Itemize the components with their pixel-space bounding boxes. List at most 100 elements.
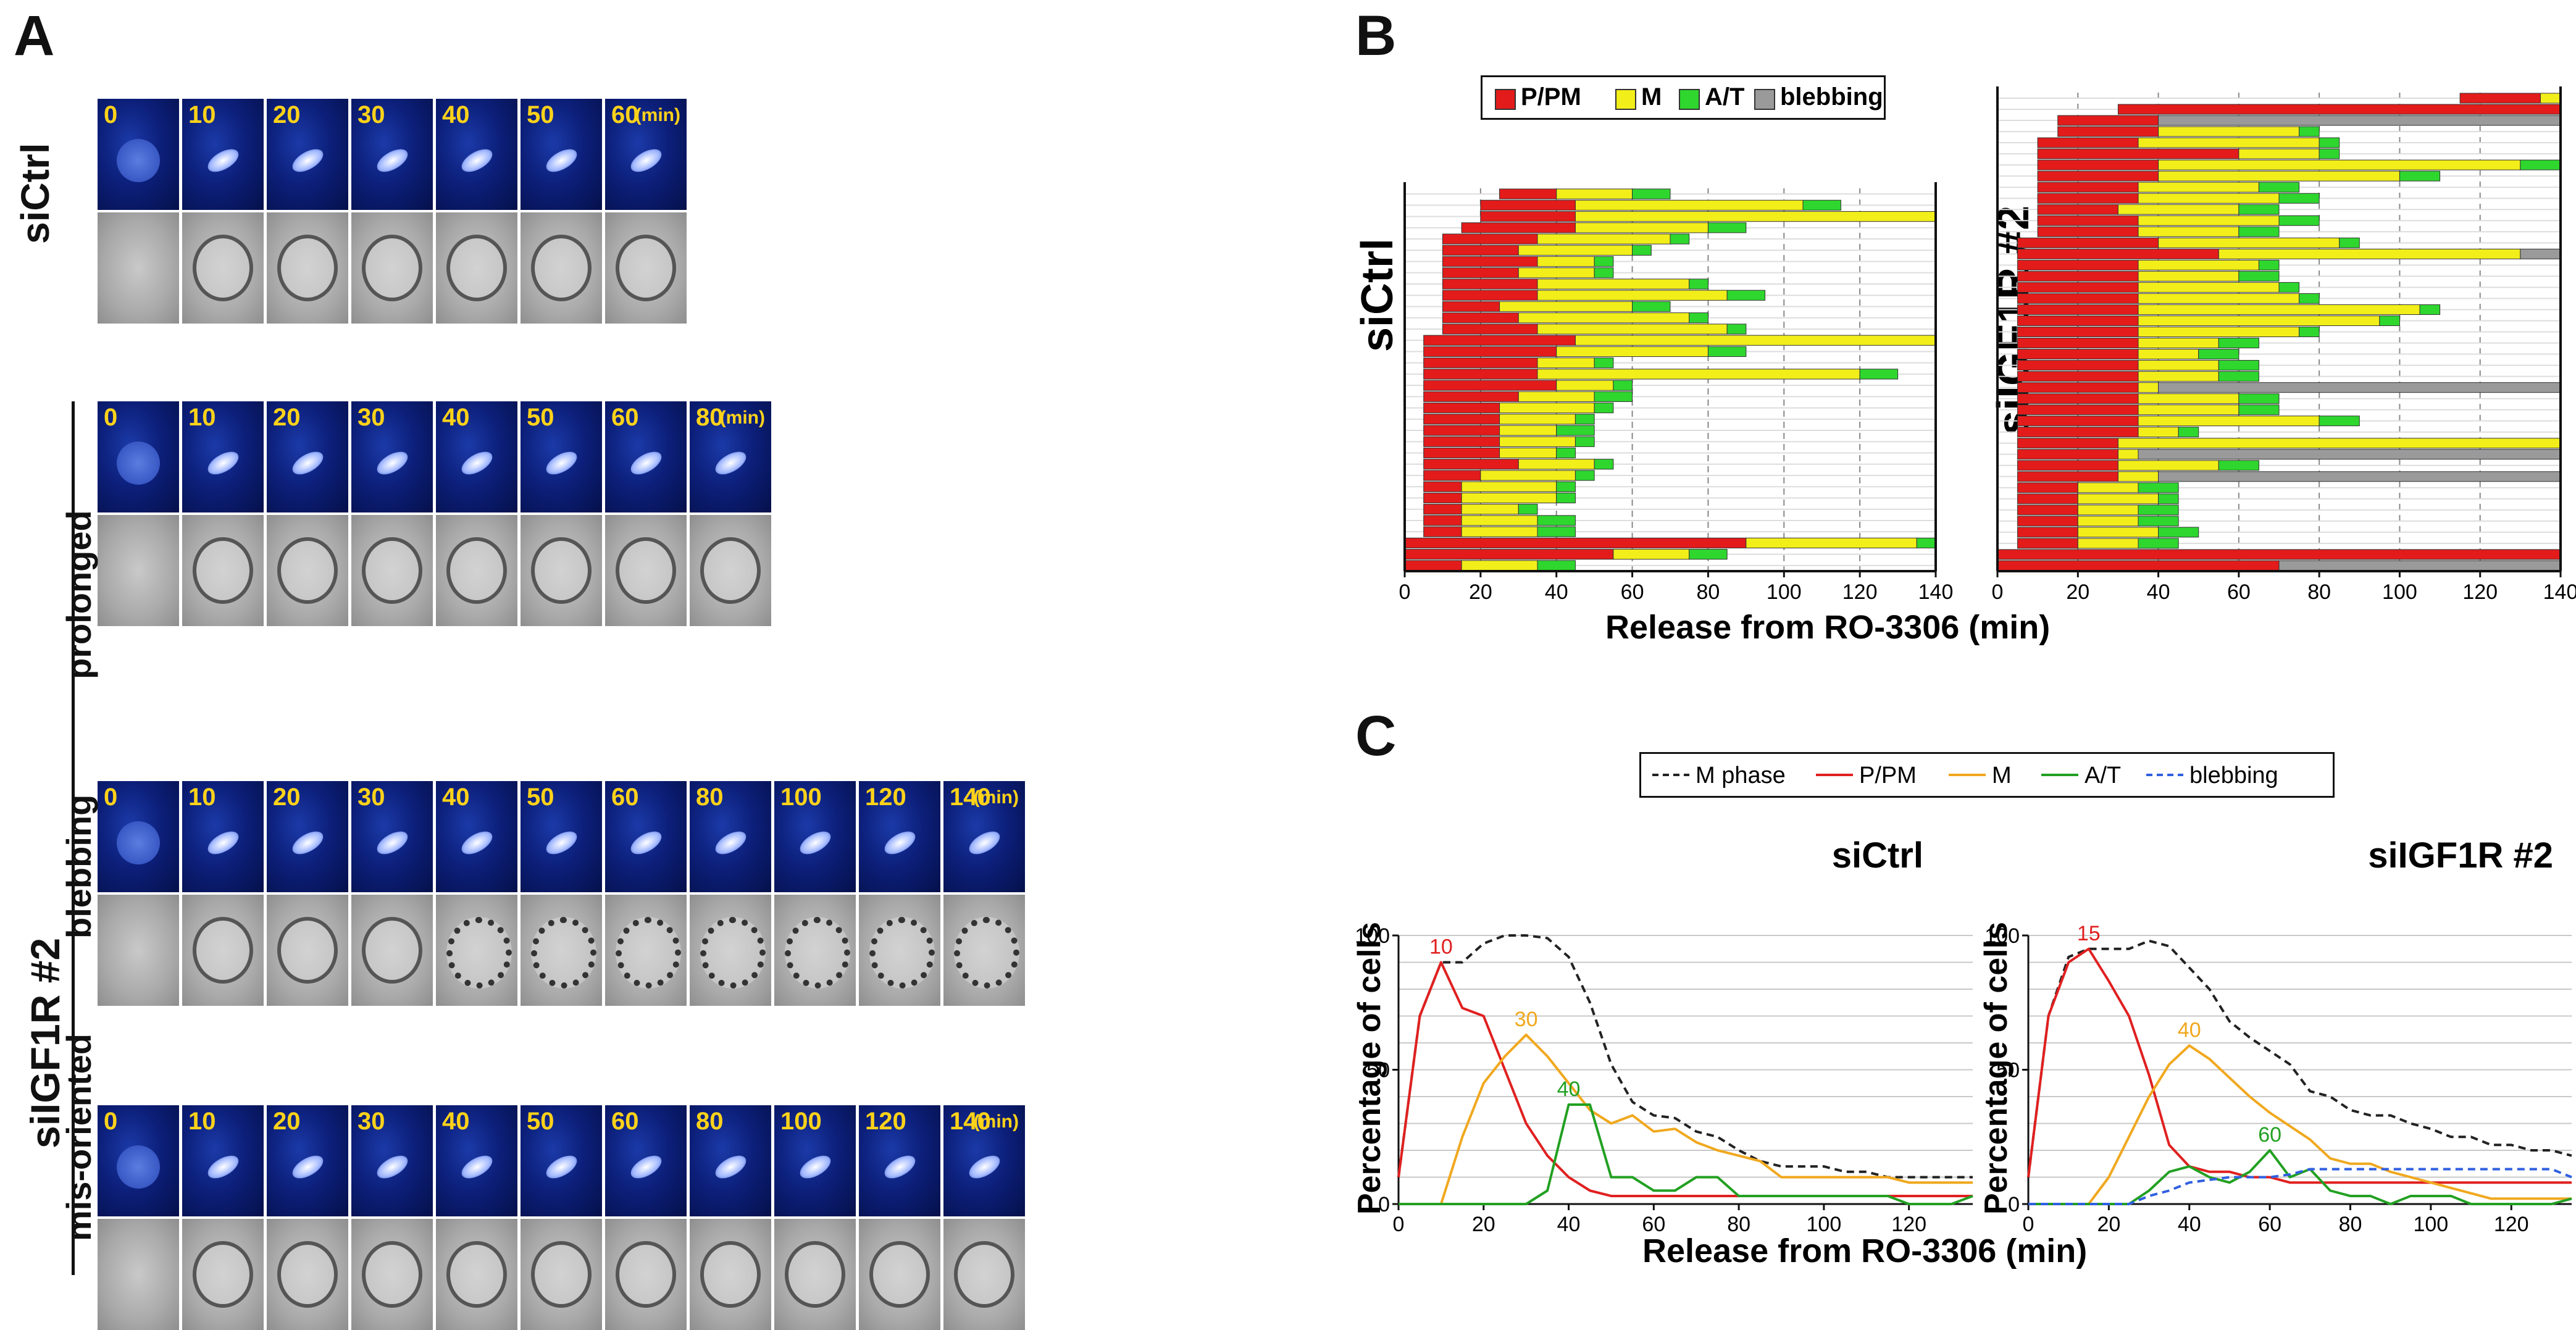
x-tick-label: 0 [1992, 580, 2004, 604]
bar-at [2178, 427, 2199, 438]
brightfield-frame [98, 515, 179, 626]
bar-ppm [2017, 315, 2139, 326]
x-tick-label: 80 [2307, 580, 2331, 604]
frame-unit-label: (min) [973, 787, 1019, 808]
fluorescence-frame: 50 [521, 401, 602, 512]
c1-ylabel: Percentage of cells [1355, 922, 1387, 1215]
cell-outline [616, 537, 676, 604]
legend-text-at: A/T [2085, 763, 2121, 788]
nucleus-blob [458, 144, 496, 177]
bar-ppm [2017, 427, 2139, 438]
bar-at [2520, 159, 2561, 170]
bar-m [1518, 459, 1595, 470]
bar-ppm [1423, 459, 1519, 470]
bar-ppm [2017, 326, 2139, 338]
cell-outline [954, 917, 1019, 989]
fluorescence-frame: 30 [351, 1105, 433, 1216]
nucleus-blob [796, 1151, 834, 1183]
bar-ppm [2017, 404, 2139, 416]
brightfield-frame [943, 1219, 1025, 1330]
bar-m [2077, 504, 2139, 516]
bar-m [1518, 267, 1595, 278]
brightfield-frame [690, 515, 771, 626]
fluorescence-frame: 50 [521, 99, 602, 210]
nucleus-blob [109, 1137, 168, 1197]
legend-text-mphase: M phase [1696, 763, 1786, 788]
cell-outline [362, 917, 422, 984]
legend-swatch-ppm [1495, 89, 1516, 110]
nucleus-blob [627, 827, 665, 859]
bar-ppm [2017, 371, 2139, 382]
fluorescence-frame: 100 [774, 781, 856, 892]
bar-ppm [1997, 560, 2280, 571]
fluorescence-frame: 20 [267, 1105, 348, 1216]
bar-at [2138, 516, 2179, 527]
brightfield-frame [182, 212, 264, 324]
series-line-a-t [1399, 1103, 1973, 1205]
nucleus-blob [109, 813, 168, 872]
bar-ppm [2017, 516, 2078, 527]
bar-at [2258, 259, 2280, 270]
bar-ppm [2017, 360, 2139, 371]
bar-ppm [1423, 515, 1462, 526]
fluorescence-frame: 50 [521, 1105, 602, 1216]
frame-unit-label: (min) [973, 1111, 1019, 1132]
brightfield-frame [605, 212, 687, 324]
bar-ppm [2017, 270, 2139, 282]
bar-m [1518, 391, 1595, 402]
nucleus-blob [711, 827, 750, 859]
bar-m [1461, 526, 1538, 537]
frame-time-label: 0 [104, 404, 118, 431]
cell-outline [616, 1241, 676, 1308]
cell-outline [700, 917, 766, 989]
bar-at [2238, 226, 2280, 237]
legend-label-m: M [1641, 83, 1662, 111]
bar-ppm [2017, 393, 2139, 404]
bar-ppm [2017, 338, 2139, 349]
bar-m [1537, 324, 1728, 335]
brightfield-frame [521, 895, 602, 1006]
bar-ppm [2017, 304, 2139, 315]
nucleus-blob [458, 827, 496, 859]
x-tick-label: 20 [1472, 1213, 1495, 1235]
frame-time-label: 0 [104, 1108, 118, 1135]
nucleus-blob [542, 144, 580, 177]
y-tick-label: 50 [1996, 1059, 2020, 1082]
bar-at [2319, 416, 2360, 427]
bar-m [2077, 482, 2139, 493]
bar-m [1537, 233, 1671, 245]
timeline-chart-siigf1r: siIGF1R #2 0 20 40 60 80 100 120 140 [1989, 86, 2576, 604]
bar-m [2138, 427, 2179, 438]
c2-ylabel: Percentage of cells [1979, 922, 2014, 1215]
bar-ppm [1423, 380, 1557, 391]
bar-ppm [2037, 148, 2239, 159]
bar-ppm [1423, 346, 1557, 358]
bar-at [1670, 233, 1690, 245]
cell-outline [700, 537, 761, 604]
brightfield-frame [859, 895, 940, 1006]
fluorescence-frame: 140 (min) [943, 781, 1025, 892]
nucleus-blob [373, 144, 411, 177]
bar-ppm [2017, 438, 2118, 449]
bar-ppm [1442, 267, 1519, 278]
frame-time-label: 100 [780, 784, 822, 811]
nucleus-blob [627, 447, 665, 479]
series-line-m-phase [2027, 939, 2572, 1177]
cell-outline [362, 1241, 422, 1308]
bar-at [1689, 549, 1728, 560]
cell-outline [869, 917, 935, 989]
brightfield-frame [351, 515, 433, 626]
x-tick-label: 40 [2147, 580, 2170, 604]
peak-annotation: 40 [2178, 1018, 2201, 1042]
cell-outline [277, 537, 338, 604]
bar-ppm [1442, 301, 1500, 312]
bar-at [2198, 349, 2239, 360]
cell-outline [954, 1241, 1014, 1308]
bar-ppm [1423, 402, 1500, 414]
nucleus-blob [627, 1151, 665, 1183]
frame-time-label: 30 [358, 1108, 385, 1135]
bar-ppm [1480, 211, 1576, 222]
bar-m [1499, 402, 1595, 414]
fluorescence-frame: 40 [436, 781, 517, 892]
bar-at [2419, 304, 2441, 315]
